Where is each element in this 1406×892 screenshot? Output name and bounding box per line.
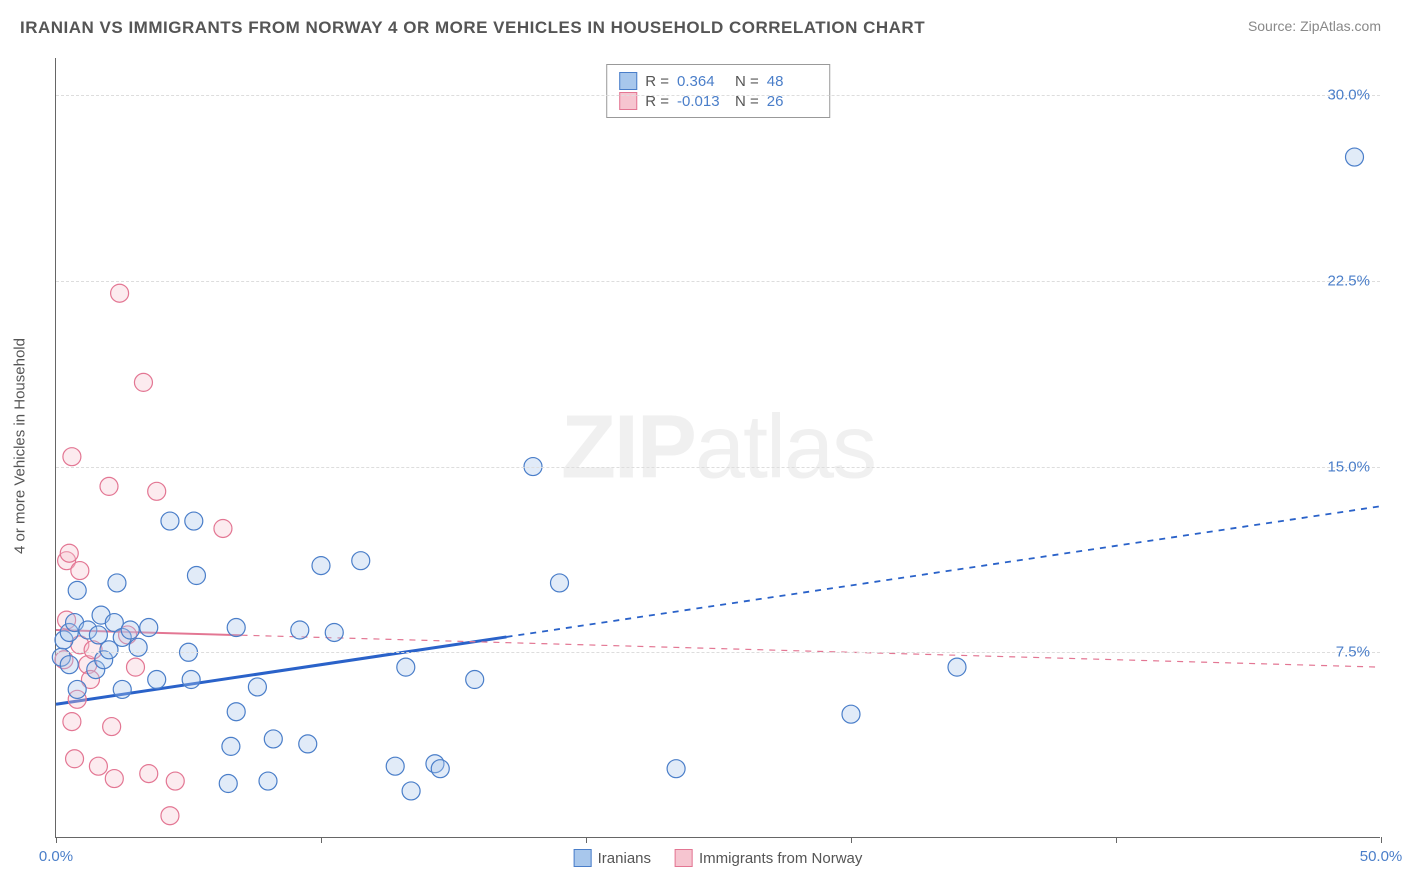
data-point [103, 718, 121, 736]
data-point [466, 671, 484, 689]
r-label: R = [645, 73, 669, 90]
y-tick-label: 7.5% [1336, 644, 1370, 661]
r-value: 0.364 [677, 73, 727, 90]
source-label: Source: ZipAtlas.com [1248, 18, 1381, 34]
data-point [161, 807, 179, 825]
legend-label: Iranians [598, 850, 651, 867]
data-point [129, 638, 147, 656]
data-point [68, 680, 86, 698]
y-tick-label: 22.5% [1327, 272, 1370, 289]
legend-label: Immigrants from Norway [699, 850, 862, 867]
stats-row: R =-0.013N =26 [619, 91, 817, 111]
data-point [402, 782, 420, 800]
stats-legend: R = 0.364 N = 48R =-0.013N =26 [606, 64, 830, 118]
x-tick [586, 837, 587, 843]
data-point [182, 671, 200, 689]
data-point [312, 557, 330, 575]
data-point [185, 512, 203, 530]
data-point [148, 482, 166, 500]
scatter-svg [56, 58, 1380, 837]
x-tick-label: 50.0% [1360, 848, 1403, 865]
data-point [89, 757, 107, 775]
data-point [219, 775, 237, 793]
legend-swatch [574, 849, 592, 867]
data-point [111, 284, 129, 302]
legend-item: Immigrants from Norway [675, 849, 862, 867]
gridline [56, 467, 1380, 468]
data-point [161, 512, 179, 530]
legend-item: Iranians [574, 849, 651, 867]
legend-swatch [675, 849, 693, 867]
data-point [60, 544, 78, 562]
gridline [56, 95, 1380, 96]
y-axis-label: 4 or more Vehicles in Household [12, 338, 29, 554]
data-point [948, 658, 966, 676]
trend-line-dashed [507, 506, 1382, 637]
data-point [222, 737, 240, 755]
legend-swatch [619, 72, 637, 90]
data-point [264, 730, 282, 748]
data-point [214, 519, 232, 537]
data-point [227, 619, 245, 637]
stats-row: R = 0.364 N = 48 [619, 71, 817, 91]
data-point [134, 373, 152, 391]
data-point [63, 448, 81, 466]
data-point [1346, 148, 1364, 166]
data-point [140, 619, 158, 637]
data-point [291, 621, 309, 639]
y-tick-label: 15.0% [1327, 458, 1370, 475]
gridline [56, 652, 1380, 653]
data-point [187, 567, 205, 585]
data-point [105, 770, 123, 788]
data-point [842, 705, 860, 723]
data-point [325, 623, 343, 641]
x-tick-label: 0.0% [39, 848, 73, 865]
data-point [667, 760, 685, 778]
data-point [386, 757, 404, 775]
x-tick [1381, 837, 1382, 843]
plot-area: ZIPatlas R =0.364N =48R =-0.013N =26 Ira… [55, 58, 1380, 838]
x-tick [321, 837, 322, 843]
data-point [63, 713, 81, 731]
series-legend: Iranians Immigrants from Norway [574, 849, 863, 867]
gridline [56, 281, 1380, 282]
y-tick-label: 30.0% [1327, 87, 1370, 104]
data-point [127, 658, 145, 676]
data-point [431, 760, 449, 778]
x-tick [851, 837, 852, 843]
data-point [551, 574, 569, 592]
data-point [248, 678, 266, 696]
data-point [60, 656, 78, 674]
data-point [113, 680, 131, 698]
data-point [166, 772, 184, 790]
data-point [299, 735, 317, 753]
data-point [108, 574, 126, 592]
x-tick [56, 837, 57, 843]
data-point [66, 750, 84, 768]
data-point [352, 552, 370, 570]
data-point [148, 671, 166, 689]
data-point [227, 703, 245, 721]
x-tick [1116, 837, 1117, 843]
data-point [397, 658, 415, 676]
data-point [100, 477, 118, 495]
chart-title: IRANIAN VS IMMIGRANTS FROM NORWAY 4 OR M… [20, 18, 925, 38]
data-point [140, 765, 158, 783]
data-point [68, 581, 86, 599]
n-label: N = [735, 73, 759, 90]
data-point [259, 772, 277, 790]
data-point [121, 621, 139, 639]
n-value: 48 [767, 73, 817, 90]
data-point [71, 562, 89, 580]
